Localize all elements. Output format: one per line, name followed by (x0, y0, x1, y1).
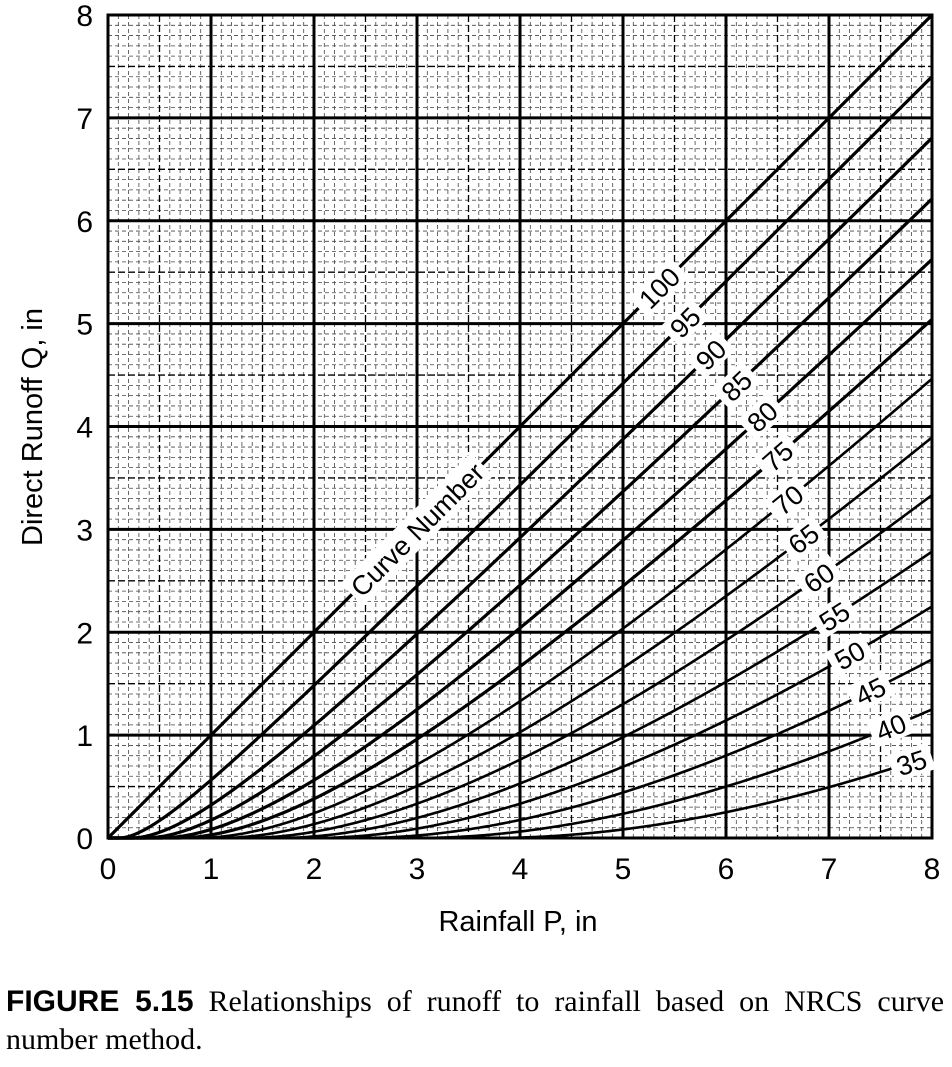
y-axis-label: Direct Runoff Q, in (17, 308, 49, 546)
curve-label-background (762, 475, 813, 524)
curve-label-group: 65 (778, 514, 829, 563)
x-tick-label: 3 (409, 853, 426, 886)
figure-number: FIGURE 5.15 (6, 985, 194, 1018)
curve-label-group: 35 (887, 742, 936, 783)
curve-label-group: 60 (793, 553, 844, 601)
y-tick-label: 8 (76, 0, 93, 33)
caption-text: Relationships of runoff to rainfall base… (6, 985, 945, 1056)
curve-line-cn-75 (108, 318, 934, 840)
x-tick-label: 7 (821, 853, 838, 886)
y-tick-label: 1 (76, 720, 93, 753)
curve-label-background (793, 553, 844, 601)
curve-label-background (660, 297, 710, 347)
y-tick-label: 7 (76, 103, 93, 136)
y-tick-label: 0 (76, 823, 93, 856)
y-tick-label: 5 (76, 309, 93, 342)
curve-label-background (887, 742, 936, 783)
x-tick-label: 0 (100, 853, 117, 886)
curve-label-background (808, 593, 860, 640)
curve-line-cn-100 (106, 13, 934, 840)
x-axis-label: Rainfall P, in (438, 906, 597, 938)
curve-line-cn-35 (108, 754, 933, 840)
curve-label-background (866, 705, 916, 748)
x-tick-label: 2 (306, 853, 323, 886)
x-tick-label: 5 (615, 853, 632, 886)
curve-label-background (752, 431, 803, 481)
curve-line-cn-90 (108, 136, 934, 840)
curve-label-background (628, 257, 690, 319)
curve-label-background (778, 514, 829, 563)
y-tick-label: 6 (76, 206, 93, 239)
x-tick-label: 4 (512, 853, 529, 886)
curve-label-background (737, 391, 788, 441)
curve-label-group: 55 (808, 593, 860, 640)
y-tick-label: 2 (76, 617, 93, 650)
curve-line-cn-95 (108, 75, 934, 840)
curve-label-background (824, 632, 875, 678)
annotation-background (340, 453, 494, 606)
curve-line-cn-85 (108, 197, 934, 840)
curve-label-background (845, 669, 896, 713)
curve-line-cn-80 (108, 258, 934, 840)
y-tick-label: 3 (76, 514, 93, 547)
figure-caption: FIGURE 5.15 Relationships of runoff to r… (6, 983, 944, 1059)
curve-label-background (711, 361, 762, 411)
x-tick-label: 6 (718, 853, 735, 886)
y-tick-label: 4 (76, 412, 93, 445)
curve-label-group: 45 (845, 669, 896, 713)
x-tick-label: 1 (203, 853, 220, 886)
curve-label-group: 40 (866, 705, 916, 748)
curve-lines (106, 13, 934, 840)
curve-label-background (685, 329, 736, 380)
curve-label-group: 50 (824, 632, 875, 678)
x-tick-label: 8 (924, 853, 941, 886)
